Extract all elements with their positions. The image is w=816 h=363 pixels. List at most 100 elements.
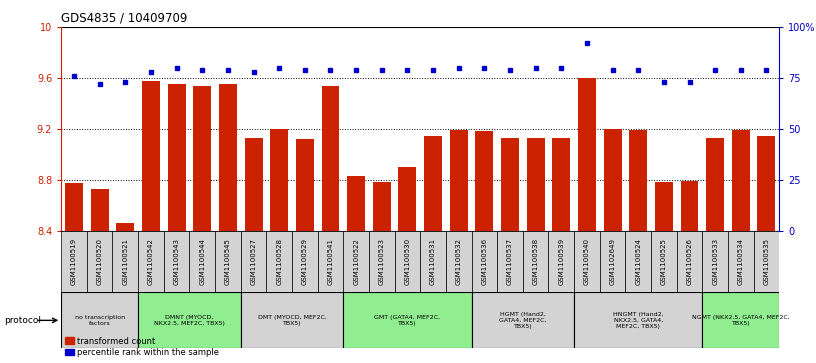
Text: HGMT (Hand2,
GATA4, MEF2C,
TBX5): HGMT (Hand2, GATA4, MEF2C, TBX5) [499,312,547,329]
Bar [245,138,263,231]
Bar [241,292,344,348]
Text: GSM1100536: GSM1100536 [481,238,487,285]
Bar [552,138,570,231]
Text: GSM1100522: GSM1100522 [353,238,359,285]
Bar [296,139,314,231]
Text: GSM1100540: GSM1100540 [584,238,590,285]
Text: GSM1100530: GSM1100530 [405,238,410,285]
Text: NGMT (NKX2.5, GATA4, MEF2C,
TBX5): NGMT (NKX2.5, GATA4, MEF2C, TBX5) [692,315,790,326]
Bar [523,231,548,292]
Bar [270,129,288,231]
Bar [113,231,138,292]
Bar [703,231,728,292]
Bar [369,231,395,292]
Bar [497,231,523,292]
Text: GSM1100542: GSM1100542 [148,238,154,285]
Text: GDS4835 / 10409709: GDS4835 / 10409709 [61,11,188,24]
Text: GSM1100519: GSM1100519 [71,238,77,285]
Text: GSM1100535: GSM1100535 [764,238,769,285]
Text: protocol: protocol [4,316,41,325]
Bar [65,183,83,231]
Bar [476,131,494,231]
Bar [472,231,497,292]
Bar [373,182,391,231]
Legend: transformed count, percentile rank within the sample: transformed count, percentile rank withi… [65,337,219,357]
Text: GSM1100526: GSM1100526 [686,238,693,285]
Bar [344,231,369,292]
Text: GSM1100527: GSM1100527 [251,238,256,285]
Bar [266,231,292,292]
Text: GSM1100528: GSM1100528 [276,238,282,285]
Text: GSM1100533: GSM1100533 [712,238,718,285]
Bar [548,231,574,292]
Bar [732,130,750,231]
Text: GSM1100521: GSM1100521 [122,238,128,285]
Bar [167,84,185,231]
Bar [347,176,365,231]
Text: GSM1100524: GSM1100524 [635,238,641,285]
Bar [754,231,779,292]
Bar [344,292,472,348]
Bar [138,292,241,348]
Text: GSM1100529: GSM1100529 [302,238,308,285]
Bar [574,231,600,292]
Text: GSM1100543: GSM1100543 [174,238,180,285]
Bar [629,130,647,231]
Text: GSM1100538: GSM1100538 [533,238,539,285]
Bar [86,231,113,292]
Bar [604,129,622,231]
Text: DMT (MYOCD, MEF2C,
TBX5): DMT (MYOCD, MEF2C, TBX5) [258,315,326,326]
Bar [61,231,86,292]
Bar [142,81,160,231]
Text: GSM1100532: GSM1100532 [455,238,462,285]
Bar [676,231,703,292]
Text: DMNT (MYOCD,
NKX2.5, MEF2C, TBX5): DMNT (MYOCD, NKX2.5, MEF2C, TBX5) [154,315,225,326]
Bar [728,231,754,292]
Text: GSM1100537: GSM1100537 [507,238,513,285]
Bar [219,84,237,231]
Bar [317,231,344,292]
Bar [472,292,574,348]
Bar [189,231,215,292]
Bar [322,86,339,231]
Bar [681,181,698,231]
Bar [164,231,189,292]
Text: no transcription
factors: no transcription factors [74,315,125,326]
Bar [193,86,211,231]
Bar [241,231,266,292]
Text: GSM1100544: GSM1100544 [199,238,206,285]
Bar [625,231,651,292]
Bar [703,292,779,348]
Bar [574,292,703,348]
Text: GSM1100531: GSM1100531 [430,238,436,285]
Text: GSM1100534: GSM1100534 [738,238,744,285]
Text: GSM1100525: GSM1100525 [661,238,667,285]
Bar [651,231,676,292]
Bar [292,231,317,292]
Bar [757,136,775,231]
Bar [138,231,164,292]
Bar [600,231,625,292]
Text: GSM1100541: GSM1100541 [327,238,334,285]
Bar [61,292,138,348]
Bar [91,188,109,231]
Text: HNGMT (Hand2,
NKX2.5, GATA4,
MEF2C, TBX5): HNGMT (Hand2, NKX2.5, GATA4, MEF2C, TBX5… [613,312,663,329]
Bar [420,231,446,292]
Text: GSM1100520: GSM1100520 [96,238,103,285]
Bar [446,231,472,292]
Bar [706,138,724,231]
Text: GSM1100523: GSM1100523 [379,238,385,285]
Text: GSM1102649: GSM1102649 [610,238,615,285]
Bar [578,78,596,231]
Text: GMT (GATA4, MEF2C,
TBX5): GMT (GATA4, MEF2C, TBX5) [375,315,441,326]
Bar [398,167,416,231]
Bar [117,223,135,231]
Bar [424,136,442,231]
Text: GSM1100539: GSM1100539 [558,238,565,285]
Bar [501,138,519,231]
Bar [526,138,544,231]
Bar [450,130,468,231]
Bar [655,182,673,231]
Bar [395,231,420,292]
Text: GSM1100545: GSM1100545 [225,238,231,285]
